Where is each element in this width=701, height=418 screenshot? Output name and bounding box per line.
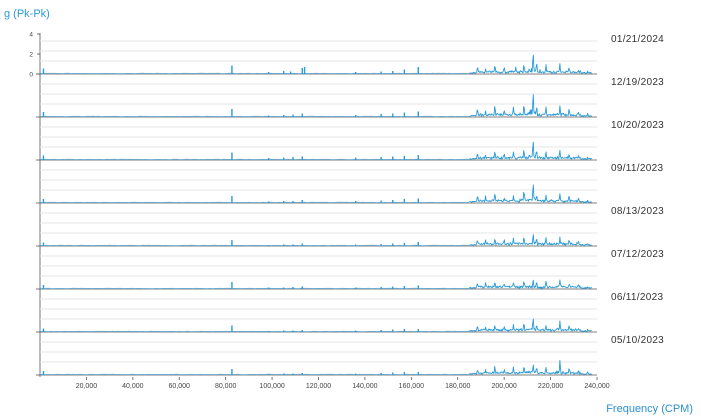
spectrum-trace-low: [39, 201, 469, 204]
spectrum-trace: [469, 318, 592, 332]
spectrum-trace: [469, 359, 592, 375]
x-axis-label: Frequency (CPM): [606, 403, 693, 415]
series-date-label: 01/21/2024: [611, 34, 664, 45]
x-tick-label: 180,000: [445, 383, 470, 390]
series-band: 05/10/2023: [36, 335, 664, 376]
series-band: 07/12/2023: [36, 249, 664, 290]
series-date-label: 12/19/2023: [611, 77, 664, 88]
plot-area: 01/21/2024 12/19/2023 10/20/2023 09/11/2023…: [29, 32, 664, 391]
spectrum-trace: [469, 94, 593, 117]
spectrum-trace-low: [39, 244, 469, 247]
spectrum-trace-low: [39, 115, 469, 118]
spectrum-trace: [469, 234, 592, 246]
series-date-label: 07/12/2023: [611, 249, 664, 260]
spectrum-trace-low: [39, 72, 469, 75]
y-tick-label: 4: [29, 32, 33, 39]
spectrum-trace-low: [39, 330, 469, 333]
series-date-label: 09/11/2023: [611, 163, 663, 174]
x-tick-label: 140,000: [352, 383, 377, 390]
x-tick-label: 80,000: [215, 383, 237, 390]
series-band: 01/21/2024: [36, 34, 664, 75]
x-tick-label: 20,000: [76, 383, 98, 390]
x-tick-label: 240,000: [584, 383, 609, 390]
spectrum-trace: [469, 141, 593, 160]
spectrum-trace: [469, 279, 593, 289]
spectrum-trace: [469, 54, 593, 74]
spectrum-trace-low: [39, 158, 469, 161]
series-band: 10/20/2023: [36, 120, 664, 161]
x-tick-label: 120,000: [306, 383, 331, 390]
series-band: 08/13/2023: [36, 206, 664, 247]
series-band: 09/11/2023: [36, 163, 663, 204]
x-tick-label: 160,000: [399, 383, 424, 390]
x-tick-label: 200,000: [492, 383, 517, 390]
y-tick-label: 2: [29, 52, 33, 59]
x-tick-label: 100,000: [259, 383, 284, 390]
spectrum-trace-low: [39, 373, 469, 376]
series-date-label: 08/13/2023: [611, 206, 664, 217]
spectrum-trace: [469, 184, 593, 203]
series-date-label: 06/11/2023: [611, 292, 663, 303]
spectrum-trace-low: [39, 287, 469, 290]
series-band: 06/11/2023: [36, 292, 663, 333]
x-tick-label: 40,000: [122, 383, 144, 390]
x-tick-label: 60,000: [169, 383, 191, 390]
y-axis-label: g (Pk-Pk): [4, 8, 50, 20]
y-tick-label: 0: [29, 72, 33, 79]
series-band: 12/19/2023: [36, 77, 664, 118]
series-date-label: 10/20/2023: [611, 120, 664, 131]
series-date-label: 05/10/2023: [611, 335, 664, 346]
x-tick-label: 220,000: [538, 383, 563, 390]
